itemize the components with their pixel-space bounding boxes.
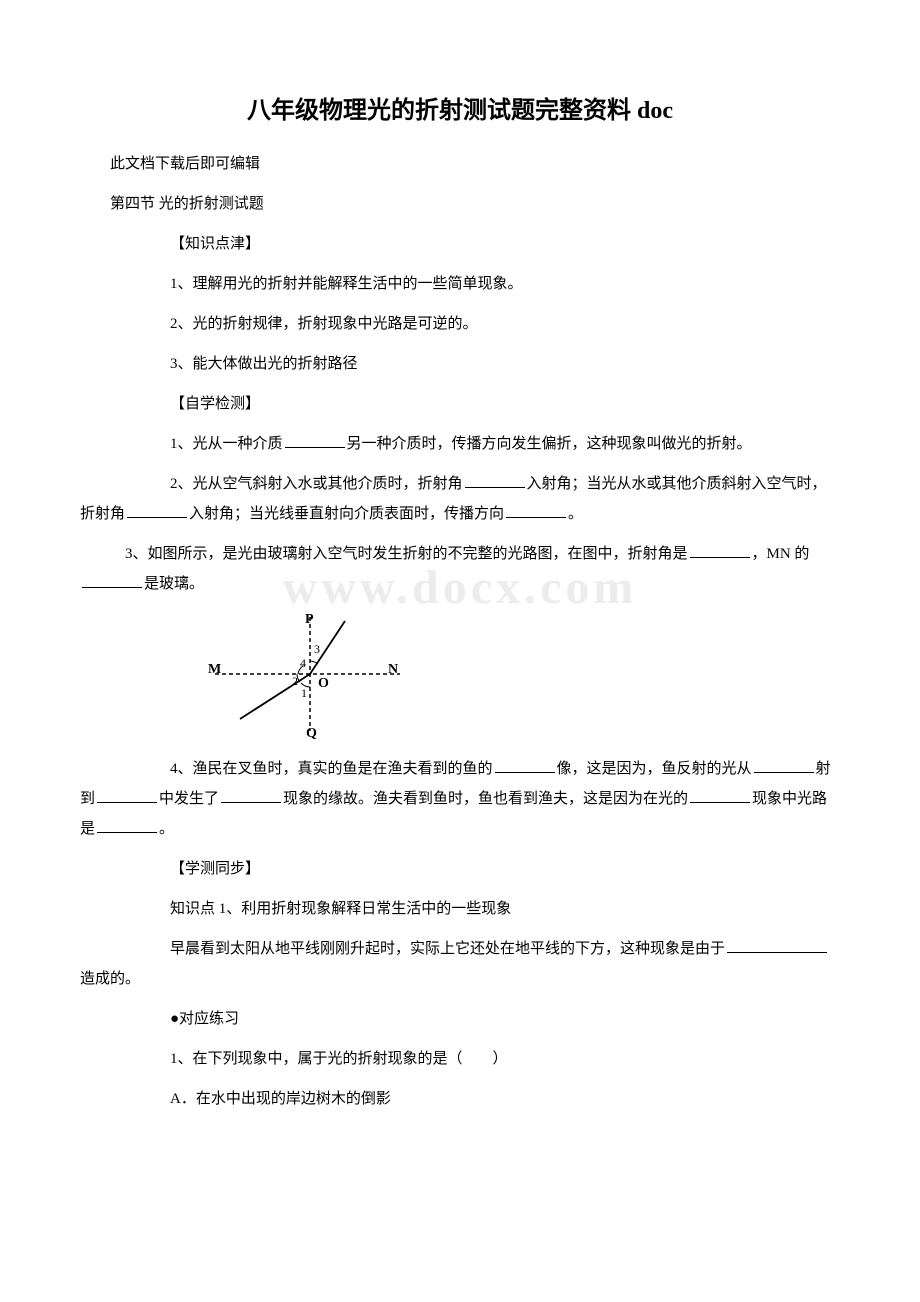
question-3: 3、如图所示，是光由玻璃射入空气时发生折射的不完整的光路图，在图中，折射角是 ，M… [80,539,840,599]
practice-q1-option-a: A．在水中出现的岸边树木的倒影 [80,1084,840,1114]
q2-text-d: 。 [568,506,583,522]
refraction-diagram: P Q M N O 3 4 2 1 [200,609,840,744]
label-q: Q [306,726,317,739]
q4-text-a: 4、渔民在叉鱼时，真实的鱼是在渔夫看到的鱼的 [170,761,493,777]
knowledge-point-2: 2、光的折射规律，折射现象中光路是可逆的。 [80,309,840,339]
blank-q2-3 [506,503,566,518]
q4-text-b: 像，这是因为，鱼反射的光从 [557,761,752,777]
q3-text-b: ，MN 的 [752,546,810,562]
blank-q2-1 [465,473,525,488]
section-selfcheck-heading: 【自学检测】 [80,389,840,419]
label-angle-1: 1 [301,686,307,700]
q1-text-a: 1、光从一种介质 [170,436,283,452]
knowledge-point-heading-1: 知识点 1、利用折射现象解释日常生活中的一些现象 [80,894,840,924]
label-p: P [305,612,314,627]
blank-q4-4 [221,788,281,803]
question-4: 4、渔民在叉鱼时，真实的鱼是在渔夫看到的鱼的像，这是因为，鱼反射的光从射到中发生… [80,754,840,844]
section-sync-heading: 【学测同步】 [80,854,840,884]
q4-text-e: 现象的缘故。渔夫看到鱼时，鱼也看到渔夫，这是因为在光的 [283,791,688,807]
document-content: 八年级物理光的折射测试题完整资料 doc 此文档下载后即可编辑 第四节 光的折射… [80,90,840,1114]
blank-q4-6 [97,818,157,833]
diagram-svg: P Q M N O 3 4 2 1 [200,609,420,739]
blank-q4-2 [754,758,814,773]
blank-ex1-1 [727,938,827,953]
example-1: 早晨看到太阳从地平线刚刚升起时，实际上它还处在地平线的下方，这种现象是由于造成的… [80,934,840,994]
page-title: 八年级物理光的折射测试题完整资料 doc [80,90,840,125]
practice-heading: ●对应练习 [80,1004,840,1034]
q2-text-c: 入射角；当光线垂直射向介质表面时，传播方向 [189,506,504,522]
blank-q1-1 [285,433,345,448]
blank-q4-1 [495,758,555,773]
section-knowledge-heading: 【知识点津】 [80,229,840,259]
q1-text-b: 另一种介质时，传播方向发生偏折，这种现象叫做光的折射。 [347,436,752,452]
blank-q2-2 [127,503,187,518]
ex1-text-a: 早晨看到太阳从地平线刚刚升起时，实际上它还处在地平线的下方，这种现象是由于 [170,941,725,957]
intro-line-2: 第四节 光的折射测试题 [80,189,840,219]
blank-q4-5 [690,788,750,803]
label-angle-3: 3 [314,642,320,656]
label-n: N [388,662,398,677]
label-o: O [318,676,329,691]
blank-q3-2 [82,573,142,588]
q3-text-c: 是玻璃。 [144,576,204,592]
blank-q4-3 [97,788,157,803]
question-2: 2、光从空气斜射入水或其他介质时，折射角入射角；当光从水或其他介质斜射入空气时，… [80,469,840,529]
q2-text-a: 2、光从空气斜射入水或其他介质时，折射角 [170,476,463,492]
ex1-text-b: 造成的。 [80,971,140,987]
q4-text-d: 中发生了 [159,791,219,807]
knowledge-point-3: 3、能大体做出光的折射路径 [80,349,840,379]
blank-q3-1 [690,543,750,558]
label-m: M [208,662,221,677]
knowledge-point-1: 1、理解用光的折射并能解释生活中的一些简单现象。 [80,269,840,299]
question-1: 1、光从一种介质 另一种介质时，传播方向发生偏折，这种现象叫做光的折射。 [80,429,840,459]
q3-text-a: 3、如图所示，是光由玻璃射入空气时发生折射的不完整的光路图，在图中，折射角是 [125,546,688,562]
q4-text-g: 。 [159,821,174,837]
intro-line-1: 此文档下载后即可编辑 [80,149,840,179]
practice-q1: 1、在下列现象中，属于光的折射现象的是（ ） [80,1044,840,1074]
